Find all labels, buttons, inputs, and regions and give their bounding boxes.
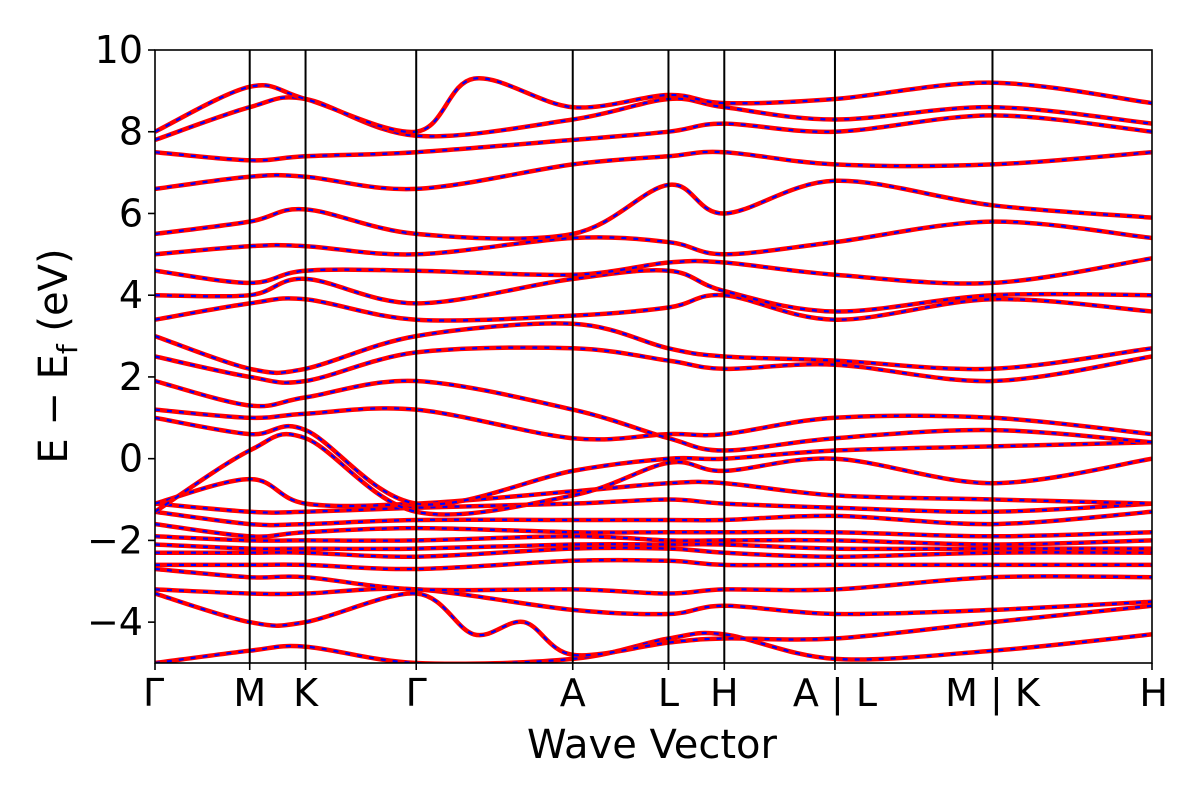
y-tick-label-5: 0 bbox=[119, 437, 143, 481]
band-line-dashed-17 bbox=[155, 322, 1152, 374]
x-tick-label-6: H bbox=[710, 671, 739, 715]
band-line-22 bbox=[155, 178, 1152, 241]
band-line-dashed-25 bbox=[155, 96, 1152, 141]
band-line-dashed-6 bbox=[155, 543, 1152, 551]
x-tick-label-5: L bbox=[658, 671, 679, 715]
band-line-dashed-4 bbox=[155, 558, 1152, 571]
y-axis-title-subscript: f bbox=[51, 343, 84, 354]
x-tick-label-7: A | L bbox=[793, 671, 877, 716]
band-line-20 bbox=[155, 256, 1152, 286]
band-line-dashed-11 bbox=[155, 477, 1152, 508]
band-line-dashed-12 bbox=[155, 433, 1152, 516]
band-line-dashed-14 bbox=[155, 407, 1152, 441]
y-tick-label-6: −2 bbox=[87, 518, 143, 562]
y-axis: 10 8 6 4 2 0 −2 −4 bbox=[87, 28, 155, 644]
band-line-dashed-3 bbox=[155, 567, 1152, 595]
band-line-dashed-24 bbox=[155, 114, 1152, 162]
y-axis-title-main: E − E bbox=[31, 354, 77, 464]
y-axis-title: E − Ef (eV) bbox=[31, 248, 84, 463]
x-tick-label-4: A bbox=[560, 671, 586, 715]
band-line-dashed-10 bbox=[155, 498, 1152, 514]
kpath-lines bbox=[248, 50, 994, 663]
y-tick-label-1: 8 bbox=[119, 110, 143, 154]
band-line-dashed-9 bbox=[155, 510, 1152, 527]
band-line-dashed-8 bbox=[155, 523, 1152, 538]
y-tick-label-4: 2 bbox=[119, 355, 143, 399]
x-tick-label-3: Γ bbox=[406, 671, 427, 715]
y-axis-title-unit: (eV) bbox=[31, 248, 77, 344]
band-line-dashed-23 bbox=[155, 150, 1152, 191]
y-tick-label-2: 6 bbox=[119, 191, 143, 235]
bands-layer bbox=[155, 76, 1152, 663]
band-line-dashed-16 bbox=[155, 346, 1152, 384]
x-tick-label-1: M bbox=[233, 671, 266, 715]
band-line-dashed-13 bbox=[155, 416, 1152, 506]
x-tick-label-8: M | K bbox=[945, 671, 1041, 716]
band-line-dashed-19 bbox=[155, 269, 1152, 313]
band-line-dashed-0 bbox=[155, 631, 1152, 663]
band-line-dashed-15 bbox=[155, 379, 1152, 452]
band-line-dashed-21 bbox=[155, 220, 1152, 256]
x-tick-label-0: Γ bbox=[143, 671, 164, 715]
y-tick-label-3: 4 bbox=[119, 273, 143, 317]
band-line-dashed-5 bbox=[155, 546, 1152, 558]
plot-frame bbox=[154, 49, 1153, 664]
band-line-dashed-26 bbox=[155, 77, 1152, 133]
band-line-dashed-2 bbox=[155, 587, 1152, 616]
x-tick-label-9: H bbox=[1139, 671, 1168, 715]
y-tick-label-0: 10 bbox=[95, 28, 143, 72]
x-axis-title: Wave Vector bbox=[527, 722, 778, 768]
band-line-dashed-18 bbox=[155, 293, 1152, 322]
band-line-dashed-7 bbox=[155, 535, 1152, 546]
y-tick-label-7: −4 bbox=[87, 600, 143, 644]
x-tick-label-2: K bbox=[293, 671, 319, 715]
